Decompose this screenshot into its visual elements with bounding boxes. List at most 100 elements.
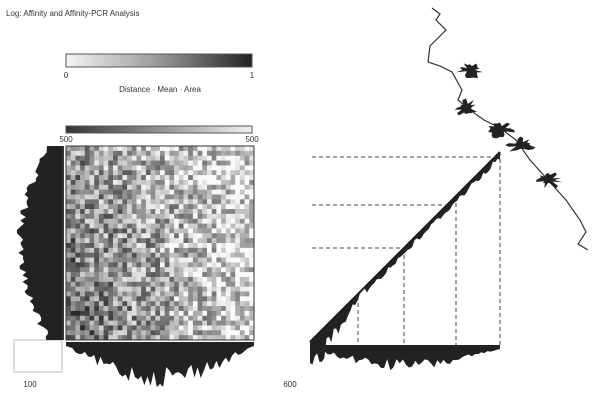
heatmap-cell [113,146,118,151]
heatmap-cell [94,311,99,316]
heatmap-cell [141,248,146,253]
heatmap-cell [188,190,193,195]
heatmap-cell [85,224,90,229]
heatmap-cell [99,224,104,229]
heatmap-cell [94,282,99,287]
heatmap-cell [160,224,165,229]
heatmap-cell [127,296,132,301]
heatmap-cell [118,282,123,287]
heatmap-cell [240,195,245,200]
heatmap-cell [75,161,80,166]
heatmap-cell [141,204,146,209]
heatmap-cell [90,316,95,321]
heatmap-cell [198,185,203,190]
heatmap-cell [212,204,217,209]
heatmap-cell [122,224,127,229]
heatmap-cell [141,301,146,306]
heatmap-cell [104,204,109,209]
heatmap-cell [113,228,118,233]
heatmap-cell [104,262,109,267]
heatmap-cell [165,219,170,224]
heatmap-cell [75,224,80,229]
heatmap-cell [141,258,146,263]
heatmap-cell [165,325,170,330]
heatmap-cell [71,209,76,214]
heatmap-cell [179,272,184,277]
heatmap-cell [80,330,85,335]
heatmap-cell [179,238,184,243]
heatmap-cell [137,151,142,156]
heatmap-cell [85,204,90,209]
heatmap-cell [169,170,174,175]
heatmap-cell [193,146,198,151]
heatmap-cell [90,190,95,195]
heatmap-cell [132,267,137,272]
heatmap-cell [104,253,109,258]
heatmap-cell [198,175,203,180]
heatmap-cell [127,199,132,204]
heatmap-cell [193,262,198,267]
heatmap-cell [90,248,95,253]
heatmap-cell [71,156,76,161]
heatmap-cell [75,146,80,151]
heatmap-cell [198,190,203,195]
heatmap-cell [113,190,118,195]
heatmap-cell [99,185,104,190]
heatmap-cell [71,224,76,229]
heatmap-cell [108,170,113,175]
heatmap-cell [80,180,85,185]
heatmap-cell [174,233,179,238]
heatmap-cell [108,243,113,248]
heatmap-cell [104,277,109,282]
heatmap-cell [71,321,76,326]
heatmap-cell [184,170,189,175]
heatmap-cell [151,151,156,156]
heatmap-cell [174,258,179,263]
heatmap-cell [122,262,127,267]
heatmap-cell [122,170,127,175]
heatmap-cell [113,233,118,238]
heatmap-cell [169,301,174,306]
heatmap-cell [202,321,207,326]
heatmap-cell [104,195,109,200]
heatmap-cell [202,228,207,233]
heatmap-cell [94,214,99,219]
heatmap-cell [155,253,160,258]
heatmap-cell [193,306,198,311]
heatmap-cell [193,296,198,301]
heatmap-cell [66,151,71,156]
heatmap-cell [240,214,245,219]
heatmap-cell [141,228,146,233]
heatmap-cell [66,146,71,151]
heatmap-cell [188,180,193,185]
heatmap-cell [137,258,142,263]
heatmap-cell [216,296,221,301]
heatmap-cell [90,151,95,156]
heatmap-cell [188,238,193,243]
heatmap-cell [137,195,142,200]
heatmap-cell [122,214,127,219]
heatmap-cell [132,262,137,267]
heatmap-cell [80,272,85,277]
heatmap-cell [235,156,240,161]
heatmap-cell [212,209,217,214]
heatmap-cell [193,258,198,263]
heatmap-cell [202,301,207,306]
colorbar-caption: Distance · Mean · Area [119,85,201,94]
heatmap-cell [127,243,132,248]
heatmap-cell [66,301,71,306]
heatmap-cell [235,301,240,306]
heatmap-cell [188,161,193,166]
heatmap-cell [221,262,226,267]
heatmap-cell [169,306,174,311]
heatmap-cell [207,224,212,229]
heatmap-cell [174,316,179,321]
heatmap-cell [216,262,221,267]
heatmap-cell [141,185,146,190]
heatmap-cell [108,161,113,166]
heatmap-cell [108,316,113,321]
heatmap-cell [193,287,198,292]
heatmap-cell [212,262,217,267]
heatmap-cell [127,190,132,195]
heatmap-cell [184,248,189,253]
